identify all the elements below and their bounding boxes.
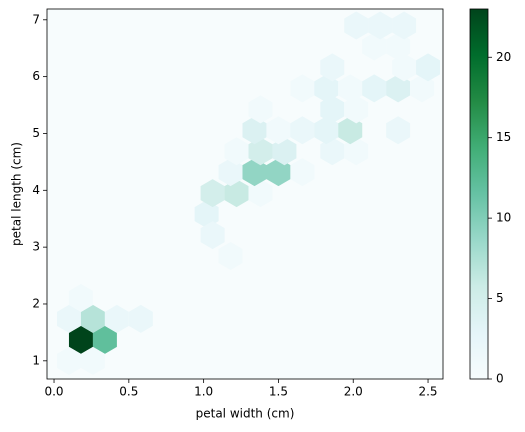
- hex-cell: [290, 74, 315, 103]
- hex-cell: [290, 158, 315, 187]
- hex-cell: [386, 116, 411, 145]
- colorbar-tick-label: 0: [496, 372, 504, 386]
- hex-cell: [320, 53, 345, 82]
- x-axis-label: petal width (cm): [196, 407, 295, 421]
- y-tick-label: 4: [32, 183, 40, 197]
- hex-cell: [56, 346, 81, 375]
- hex-cell: [392, 11, 417, 40]
- hex-cell: [80, 304, 105, 333]
- y-tick-label: 3: [32, 240, 40, 254]
- y-tick-label: 7: [32, 12, 40, 26]
- hex-cell: [68, 283, 93, 312]
- hex-cell: [218, 242, 243, 271]
- hex-cell: [362, 74, 387, 103]
- colorbar-tick-label: 20: [496, 50, 511, 64]
- hex-cell: [68, 325, 93, 354]
- hex-cell: [290, 116, 315, 145]
- colorbar-tick-label: 15: [496, 130, 511, 144]
- hex-cell: [368, 11, 393, 40]
- colorbar: [469, 8, 489, 380]
- hex-cell: [266, 116, 291, 145]
- y-tick-label: 1: [32, 353, 40, 367]
- x-tick-label: 2.0: [344, 385, 363, 399]
- y-tick-label: 5: [32, 126, 40, 140]
- colorbar-tick-label: 10: [496, 211, 511, 225]
- hex-cell: [416, 53, 441, 82]
- hex-cell: [200, 221, 225, 250]
- y-tick-label: 2: [32, 296, 40, 310]
- hex-cell: [104, 304, 129, 333]
- y-tick-label: 6: [32, 69, 40, 83]
- hex-cell: [92, 325, 117, 354]
- hex-cell: [200, 179, 225, 208]
- x-tick-label: 0.0: [44, 385, 63, 399]
- hex-cell: [128, 304, 153, 333]
- x-tick-label: 2.5: [418, 385, 437, 399]
- x-tick-label: 1.5: [269, 385, 288, 399]
- hex-cell: [56, 304, 81, 333]
- hex-cell: [344, 11, 369, 40]
- colorbar-tick-label: 5: [496, 291, 504, 305]
- x-tick-label: 1.0: [194, 385, 213, 399]
- hex-cell: [80, 346, 105, 375]
- plot-frame: [46, 8, 444, 380]
- hex-cell: [224, 137, 249, 166]
- hex-cell: [338, 74, 363, 103]
- hex-cell: [248, 95, 273, 124]
- hexes: [56, 11, 441, 375]
- y-axis-label: petal length (cm): [10, 142, 24, 246]
- x-tick-label: 0.5: [119, 385, 138, 399]
